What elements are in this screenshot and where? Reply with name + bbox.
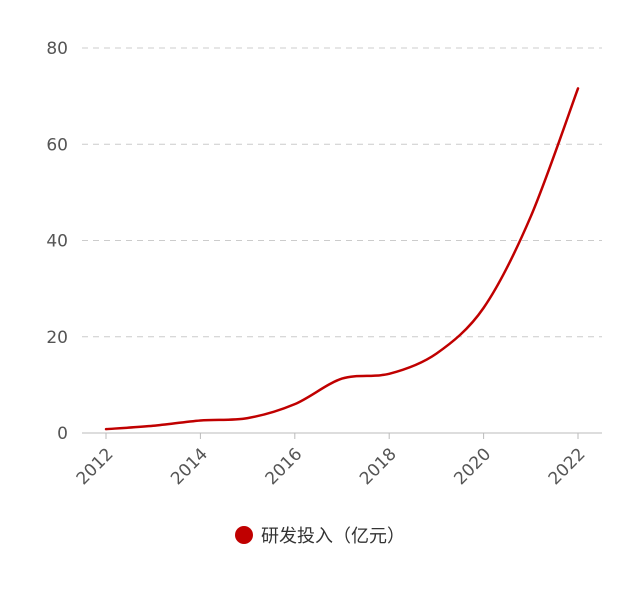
grid-lines bbox=[82, 47, 602, 338]
x-tick-label: 2020 bbox=[450, 444, 495, 489]
x-tick-label: 2016 bbox=[262, 444, 307, 489]
series-line bbox=[104, 87, 580, 431]
x-tick-label: 2018 bbox=[356, 444, 401, 489]
line-chart: 0 20 40 60 80 2012 2014 2016 2018 2020 2022 bbox=[46, 39, 602, 489]
legend-label: 研发投入（亿元） bbox=[261, 526, 405, 547]
y-tick-label: 0 bbox=[57, 424, 68, 444]
y-tick-label: 40 bbox=[46, 232, 68, 252]
x-tick-label: 2012 bbox=[73, 444, 118, 489]
x-tick-label: 2014 bbox=[167, 444, 212, 489]
x-axis-tick-labels: 2012 2014 2016 2018 2020 2022 bbox=[73, 444, 590, 489]
series-lines bbox=[104, 87, 580, 431]
y-axis-tick-labels: 0 20 40 60 80 bbox=[46, 39, 68, 444]
y-tick-label: 80 bbox=[46, 39, 68, 59]
x-axis bbox=[82, 432, 602, 439]
legend-marker-icon bbox=[235, 526, 253, 544]
x-tick-label: 2022 bbox=[545, 444, 590, 489]
y-tick-label: 20 bbox=[46, 328, 68, 348]
legend: 研发投入（亿元） bbox=[0, 520, 640, 550]
y-tick-label: 60 bbox=[46, 135, 68, 155]
